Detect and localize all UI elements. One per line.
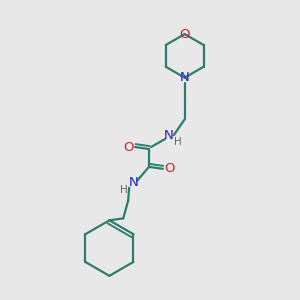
Text: O: O xyxy=(165,162,175,175)
Text: N: N xyxy=(164,129,174,142)
Text: N: N xyxy=(128,176,138,189)
Text: O: O xyxy=(179,28,190,40)
Text: O: O xyxy=(123,140,134,154)
Text: N: N xyxy=(180,71,190,84)
Text: H: H xyxy=(174,137,182,147)
Text: H: H xyxy=(120,184,128,195)
